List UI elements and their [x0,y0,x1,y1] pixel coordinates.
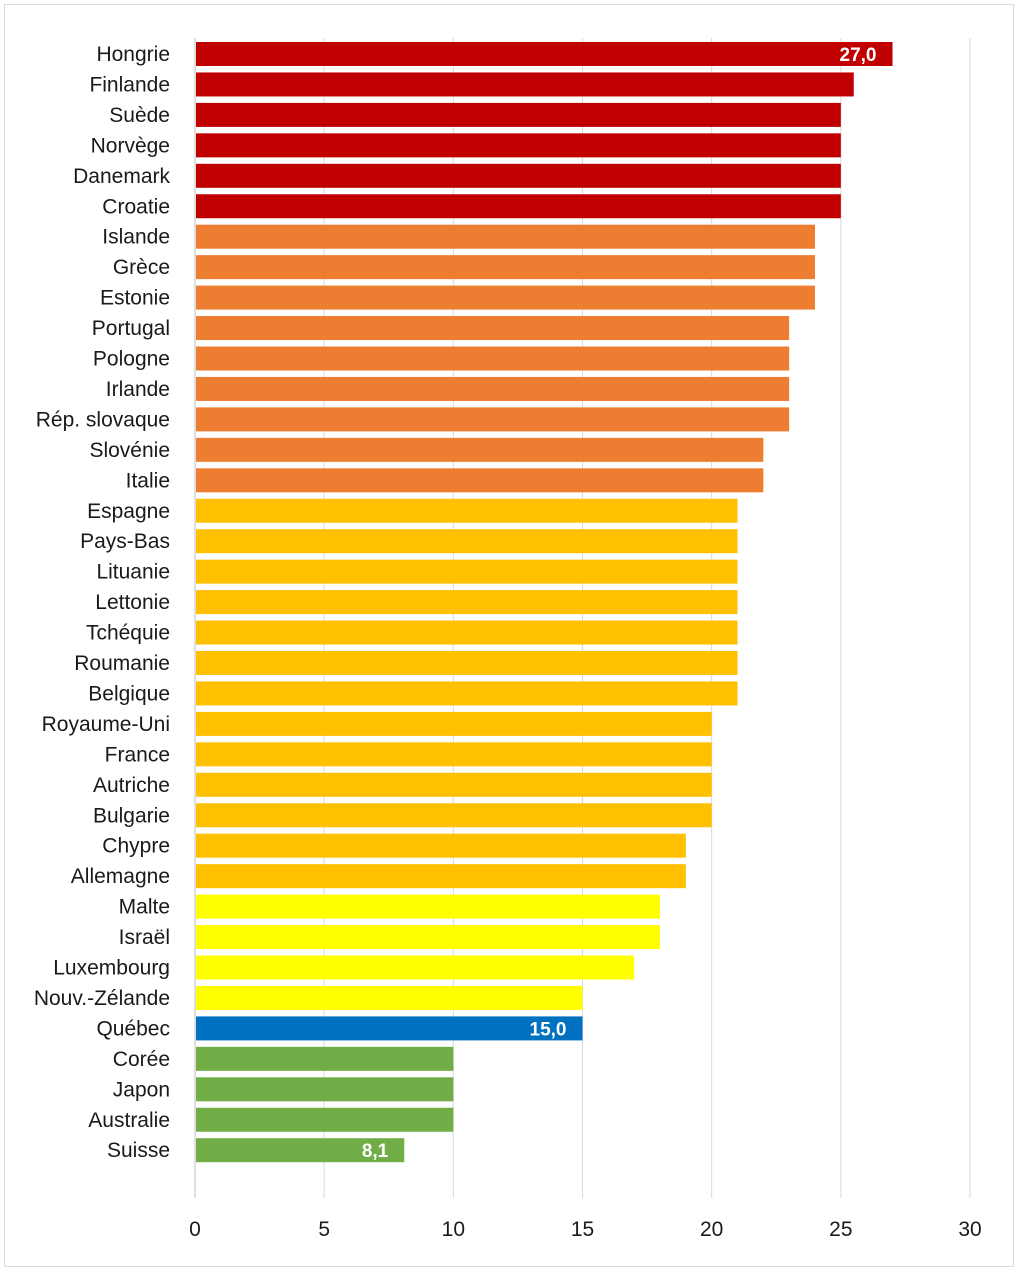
bar [196,1138,405,1163]
x-tick-label: 30 [958,1218,981,1241]
bar [196,133,841,158]
category-label: Irlande [106,378,170,401]
category-label: Islande [102,226,170,249]
bar [196,316,790,341]
category-label: Bulgarie [93,804,170,827]
bar [196,1107,454,1132]
bar [196,925,660,950]
bar [196,985,583,1010]
bar [196,224,815,249]
category-label: Danemark [73,165,170,188]
bar [196,407,790,432]
bar [196,681,738,706]
category-label: Slovénie [89,439,170,462]
x-tick-label: 15 [571,1218,594,1241]
data-labels: 27,0 15,0 8,1 [362,45,877,1162]
category-label: Lettonie [95,591,170,614]
bar [196,772,712,797]
category-label: Croatie [102,195,170,218]
bar [196,102,841,127]
bars-layer [196,42,893,1163]
category-label: Hongrie [96,43,170,66]
category-label: Rép. slovaque [36,408,170,431]
category-label: Autriche [93,774,170,797]
category-label: Tchéquie [86,622,170,645]
category-label: Pologne [93,348,170,371]
bar [196,72,854,97]
bar [196,255,815,280]
category-label: Allemagne [71,865,170,888]
category-label: Suède [109,104,170,127]
category-label: Lituanie [96,561,170,584]
bar [196,620,738,645]
x-tick-label: 10 [442,1218,465,1241]
x-tick-label: 5 [318,1218,330,1241]
category-label: France [105,743,170,766]
bar [196,803,712,828]
category-label: Suisse [107,1139,170,1162]
x-tick-label: 20 [700,1218,723,1241]
bar [196,1046,454,1071]
bar [196,376,790,401]
x-tick-label: 0 [189,1218,201,1241]
category-label: Québec [96,1017,170,1040]
bar [196,1077,454,1102]
bar [196,468,764,493]
bar [196,864,686,889]
data-label: 15,0 [530,1019,567,1040]
bar [196,285,815,310]
bar [196,742,712,767]
bar [196,346,790,371]
bar [196,833,686,858]
category-label: Grèce [113,256,170,279]
bar [196,498,738,523]
category-label: Pays-Bas [80,530,170,553]
category-label: Japon [113,1078,170,1101]
category-label: Belgique [88,682,170,705]
category-label: Roumanie [74,652,170,675]
category-label: Espagne [87,500,170,523]
category-label: Australie [88,1109,170,1132]
category-label: Estonie [100,287,170,310]
bar [196,711,712,736]
category-label: Royaume-Uni [42,713,170,736]
category-label: Nouv.-Zélande [34,987,170,1010]
bar [196,651,738,675]
data-label: 27,0 [840,45,877,66]
bar [196,42,893,66]
bar [196,1016,583,1041]
category-label: Malte [119,896,170,919]
category-label: Norvège [91,134,170,157]
category-label: Chypre [102,835,170,858]
bar [196,559,738,584]
category-label: Finlande [89,73,170,96]
bar [196,955,635,980]
category-label: Luxembourg [53,957,170,980]
bar [196,590,738,615]
bar [196,163,841,188]
bar [196,529,738,554]
data-label: 8,1 [362,1141,389,1162]
bar [196,894,660,919]
category-labels: Hongrie Finlande Suède Norvège Danemark Croat… [34,43,171,1162]
bar [196,194,841,219]
category-label: Israël [119,926,170,949]
x-axis-ticks: 0 5 10 15 20 25 30 [189,1218,982,1241]
bar [196,437,764,462]
category-label: Corée [113,1048,170,1071]
category-label: Italie [126,469,170,492]
x-tick-label: 25 [829,1218,852,1241]
category-label: Portugal [92,317,170,340]
